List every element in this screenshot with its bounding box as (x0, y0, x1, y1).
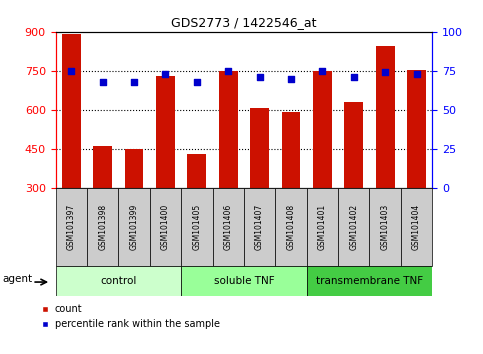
Text: GSM101404: GSM101404 (412, 204, 421, 250)
Point (412, 71, 420, 77)
Point (256, 74, 264, 80)
Bar (401, 188, 432, 266)
Text: GSM101399: GSM101399 (129, 204, 139, 250)
Text: GSM101403: GSM101403 (381, 204, 390, 250)
Bar (244, 188, 275, 266)
Point (68, 68, 75, 74)
Point (382, 69, 389, 75)
Bar (219, 71, 238, 188)
Text: GSM101402: GSM101402 (349, 204, 358, 250)
Bar (187, 154, 206, 188)
Point (287, 76, 295, 81)
Text: GSM101405: GSM101405 (192, 204, 201, 250)
Bar (56, 188, 87, 266)
Text: transmembrane TNF: transmembrane TNF (316, 275, 423, 286)
Bar (344, 102, 363, 188)
Bar (307, 266, 432, 296)
Point (161, 71, 170, 77)
Point (193, 79, 201, 85)
Bar (282, 112, 300, 188)
Text: GSM101401: GSM101401 (318, 204, 327, 250)
Bar (369, 188, 401, 266)
Text: agent: agent (3, 274, 33, 284)
Bar (250, 108, 269, 188)
Text: control: control (100, 275, 137, 286)
Bar (313, 71, 332, 188)
Bar (62, 34, 81, 188)
Bar (56, 266, 181, 296)
Bar (181, 266, 307, 296)
Text: GSM101397: GSM101397 (67, 204, 76, 250)
Point (319, 68, 327, 74)
Text: GSM101398: GSM101398 (98, 204, 107, 250)
Point (350, 74, 357, 80)
Text: GSM101406: GSM101406 (224, 204, 233, 250)
Bar (213, 188, 244, 266)
Bar (376, 46, 395, 188)
Bar (307, 188, 338, 266)
Text: GSM101407: GSM101407 (255, 204, 264, 250)
Point (99, 79, 107, 85)
Point (130, 79, 138, 85)
Bar (93, 146, 112, 188)
Bar (87, 188, 118, 266)
Text: soluble TNF: soluble TNF (213, 275, 274, 286)
Bar (118, 188, 150, 266)
Legend: count, percentile rank within the sample: count, percentile rank within the sample (36, 301, 224, 333)
Bar (338, 188, 369, 266)
Bar (156, 76, 175, 188)
Text: GSM101408: GSM101408 (286, 204, 296, 250)
Point (224, 68, 232, 74)
Bar (150, 188, 181, 266)
Bar (125, 149, 143, 188)
Bar (181, 188, 213, 266)
Title: GDS2773 / 1422546_at: GDS2773 / 1422546_at (171, 16, 317, 29)
Text: GSM101400: GSM101400 (161, 204, 170, 250)
Bar (275, 188, 307, 266)
Bar (407, 69, 426, 188)
